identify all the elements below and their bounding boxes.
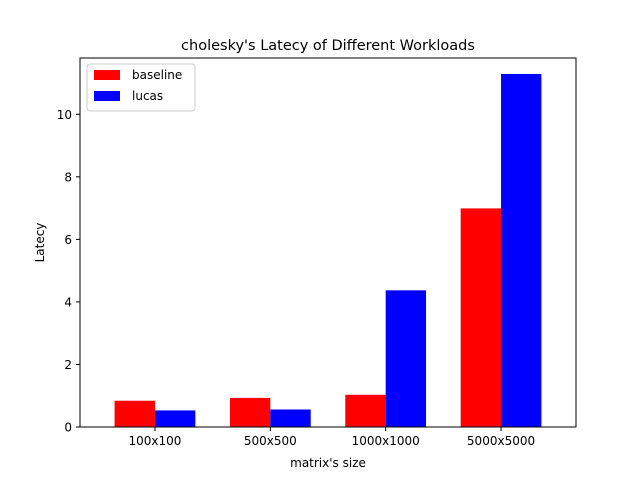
y-tick-label: 0	[64, 421, 72, 435]
y-tick-label: 8	[64, 170, 72, 184]
bar-baseline-100x100	[114, 400, 155, 427]
chart-title: cholesky's Latecy of Different Workloads	[181, 38, 475, 54]
y-axis-label: Latecy	[33, 223, 47, 263]
bar-lucas-500x500	[270, 409, 311, 427]
x-axis-label: matrix's size	[290, 456, 366, 470]
x-tick-label: 1000x1000	[352, 434, 420, 448]
legend-label-lucas: lucas	[132, 89, 163, 103]
bar-lucas-1000x1000	[385, 290, 427, 427]
x-tick-label: 500x500	[244, 434, 297, 448]
y-tick-label: 6	[64, 233, 72, 247]
x-axis-ticks: 100x100 500x500 1000x1000 5000x5000	[129, 427, 535, 448]
y-tick-label: 4	[64, 295, 72, 309]
bar-baseline-1000x1000	[345, 394, 386, 427]
legend-swatch-lucas	[94, 91, 120, 101]
y-axis-ticks: 0 2 4 6 8 10	[57, 108, 80, 435]
bar-lucas-5000x5000	[501, 73, 542, 427]
x-tick-label: 5000x5000	[467, 434, 535, 448]
bar-lucas-100x100	[154, 410, 196, 427]
bars-layer	[114, 73, 542, 427]
plot-frame	[79, 57, 577, 428]
legend-swatch-baseline	[94, 70, 120, 80]
legend: baseline lucas	[86, 63, 196, 112]
bar-baseline-5000x5000	[460, 208, 502, 427]
y-tick-label: 10	[57, 108, 72, 122]
legend-label-baseline: baseline	[132, 68, 182, 82]
y-tick-label: 2	[64, 358, 72, 372]
bar-baseline-500x500	[229, 397, 271, 427]
x-tick-label: 100x100	[129, 434, 182, 448]
